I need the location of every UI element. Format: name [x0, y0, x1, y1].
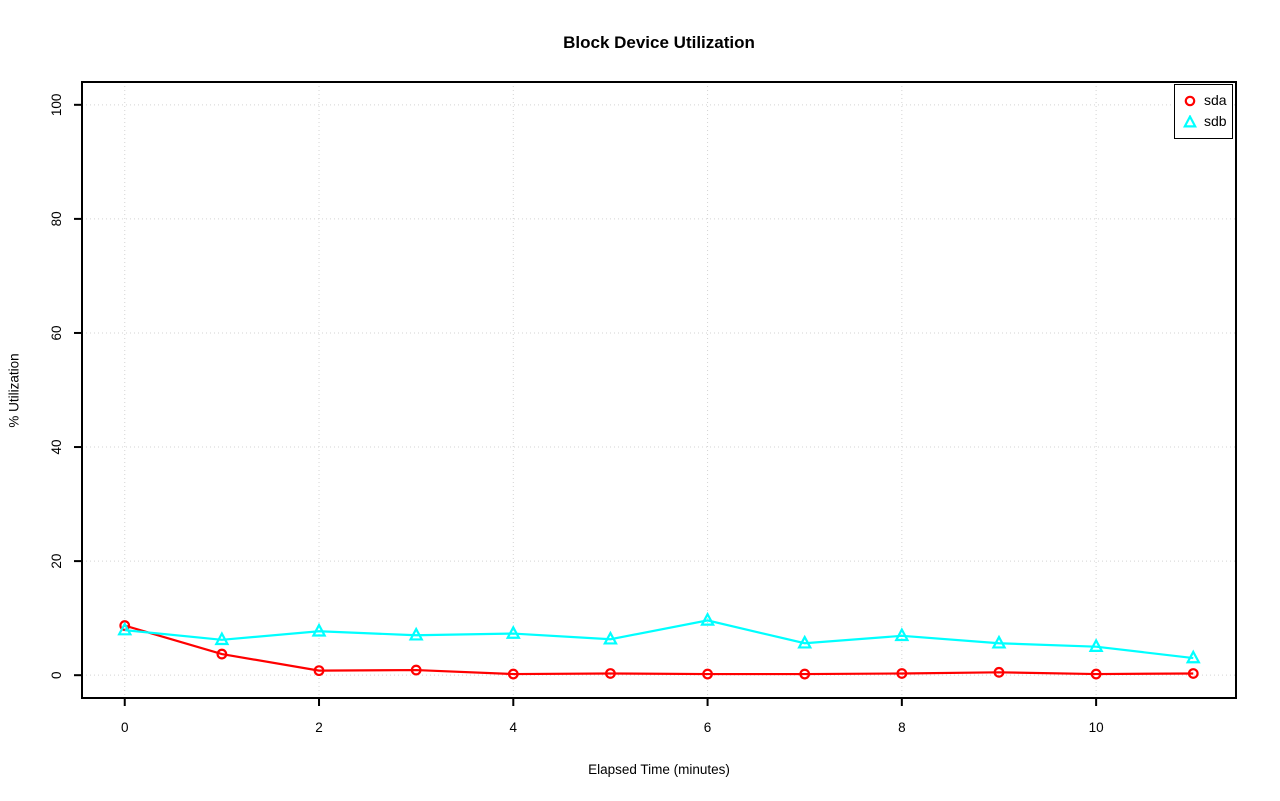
legend-item-sda: sda	[1183, 90, 1232, 111]
chart-title: Block Device Utilization	[563, 33, 755, 52]
x-tick-label: 10	[1089, 720, 1104, 735]
sdb-marker	[894, 627, 910, 642]
x-tick-label: 6	[704, 720, 712, 735]
sdb-marker	[797, 634, 813, 649]
sda-marker	[1187, 668, 1199, 679]
sdb-marker	[1088, 638, 1104, 652]
x-tick-label: 2	[315, 720, 323, 735]
y-tick-label: 20	[49, 554, 64, 569]
sdb-marker	[408, 626, 424, 641]
legend-label-sdb: sdb	[1204, 113, 1227, 129]
sdb-marker	[1185, 649, 1201, 664]
sda-marker	[119, 620, 131, 631]
sda-marker	[313, 665, 325, 677]
sdb-marker	[700, 611, 716, 626]
sda-marker	[993, 666, 1005, 678]
legend-item-sdb: sdb	[1183, 111, 1232, 132]
y-axis-label: % Utilization	[6, 353, 22, 428]
sdb-marker	[602, 630, 618, 645]
sda-marker	[799, 668, 811, 680]
x-tick-label: 8	[898, 720, 906, 735]
legend-label-sda: sda	[1204, 92, 1227, 108]
y-tick-label: 100	[49, 94, 64, 117]
sdb-marker	[117, 621, 133, 636]
sda-marker	[507, 668, 519, 680]
sdb-line	[124, 619, 1194, 660]
sda-marker	[896, 668, 908, 679]
y-tick-label: 0	[49, 671, 64, 679]
x-axis-label: Elapsed Time (minutes)	[588, 762, 730, 777]
sda-marker	[605, 668, 616, 679]
sdb-marker	[505, 625, 521, 639]
sdb-marker	[311, 622, 327, 637]
sdb-marker	[991, 634, 1007, 649]
sda-marker	[410, 664, 422, 676]
sda-line	[124, 624, 1194, 676]
x-tick-label: 0	[121, 720, 129, 735]
sda-marker	[1090, 668, 1102, 680]
x-tick-label: 4	[510, 720, 518, 735]
legend: sda sdb	[1174, 84, 1233, 139]
sdb-marker	[214, 631, 230, 646]
sda-marker	[702, 668, 713, 680]
y-tick-label: 60	[49, 325, 64, 340]
sda-marker	[216, 648, 228, 660]
sda-circle-icon	[1184, 95, 1196, 106]
sdb-triangle-icon	[1183, 114, 1197, 127]
y-tick-label: 40	[49, 440, 64, 455]
y-tick-label: 80	[49, 211, 64, 226]
plot-box	[81, 81, 1237, 699]
